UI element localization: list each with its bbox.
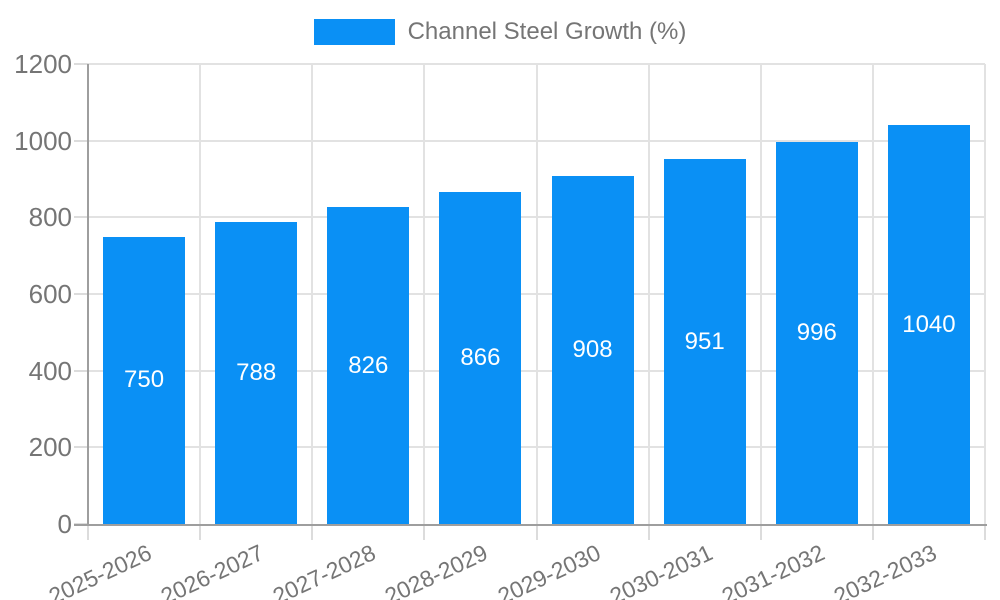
bar-value-label: 1040 xyxy=(902,310,956,338)
v-gridline xyxy=(871,64,874,524)
x-axis-tick xyxy=(647,524,650,540)
x-axis-tick xyxy=(984,524,986,540)
bar: 826 xyxy=(327,207,410,524)
x-axis-label: 2026-2027 xyxy=(156,539,268,600)
x-axis-label: 2030-2031 xyxy=(605,539,717,600)
chart-legend[interactable]: Channel Steel Growth (%) xyxy=(0,19,1000,45)
y-axis-tick-label: 200 xyxy=(28,432,72,463)
legend-label: Channel Steel Growth (%) xyxy=(407,18,687,45)
x-axis-tick xyxy=(87,524,89,540)
bar: 908 xyxy=(551,175,634,524)
x-axis-tick xyxy=(199,524,202,540)
x-axis-label: 2025-2026 xyxy=(44,539,156,600)
x-axis-line xyxy=(74,524,987,526)
v-gridline xyxy=(535,64,538,524)
x-axis-label: 2027-2028 xyxy=(269,539,380,600)
y-axis-tick xyxy=(74,369,88,372)
legend-swatch xyxy=(313,19,395,45)
bar: 866 xyxy=(439,192,522,524)
y-axis-tick xyxy=(74,216,88,219)
bar-value-label: 951 xyxy=(684,327,725,355)
y-axis-tick xyxy=(74,139,88,142)
bar-value-label: 866 xyxy=(460,344,501,371)
x-axis-tick xyxy=(423,524,426,540)
x-axis-tick xyxy=(871,524,874,540)
y-axis-line xyxy=(87,64,89,524)
x-axis-tick xyxy=(759,524,762,540)
y-axis-tick xyxy=(74,63,88,65)
bar: 750 xyxy=(103,236,186,524)
bar: 1040 xyxy=(887,125,970,524)
v-gridline xyxy=(199,64,202,524)
x-axis-label: 2031-2032 xyxy=(717,539,829,600)
y-axis-tick-label: 0 xyxy=(57,509,72,539)
x-axis-tick xyxy=(311,524,314,540)
y-axis-tick-label: 600 xyxy=(28,279,72,309)
bar: 788 xyxy=(215,221,298,524)
v-gridline xyxy=(984,64,986,524)
bar-value-label: 996 xyxy=(796,319,837,347)
v-gridline xyxy=(311,64,314,524)
bar-value-label: 826 xyxy=(348,351,389,379)
x-axis-label: 2029-2030 xyxy=(493,539,605,600)
x-axis-label: 2028-2029 xyxy=(381,539,492,600)
y-axis-tick xyxy=(74,293,88,295)
y-axis-tick-label: 1000 xyxy=(14,125,72,156)
bar-value-label: 908 xyxy=(572,335,613,363)
y-axis-tick xyxy=(74,446,88,449)
bar: 951 xyxy=(663,159,746,524)
v-gridline xyxy=(647,64,650,524)
y-axis-tick-label: 800 xyxy=(28,202,72,233)
bar-value-label: 750 xyxy=(124,366,165,394)
v-gridline xyxy=(423,64,426,524)
bar: 996 xyxy=(775,142,858,524)
x-axis-tick xyxy=(535,524,538,540)
x-axis-label: 2032-2033 xyxy=(829,539,941,600)
bar-value-label: 788 xyxy=(236,358,277,386)
v-gridline xyxy=(759,64,762,524)
y-axis-tick-label: 1200 xyxy=(14,49,72,79)
y-axis-tick-label: 400 xyxy=(28,355,72,386)
